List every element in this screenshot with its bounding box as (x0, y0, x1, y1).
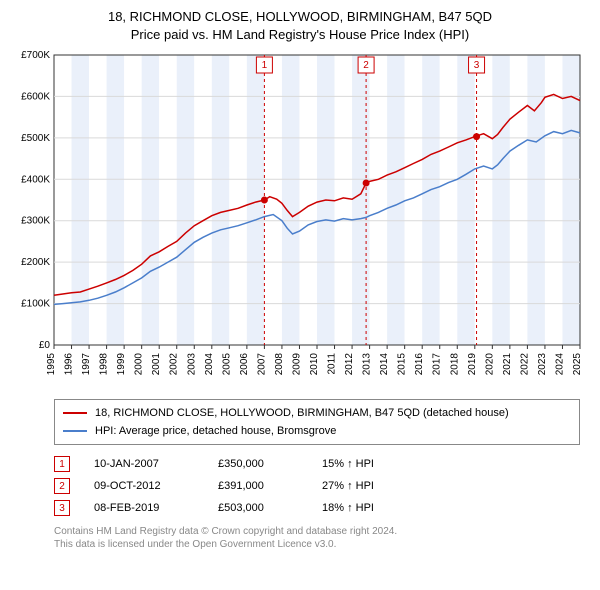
svg-text:2005: 2005 (221, 353, 232, 376)
event-date: 09-OCT-2012 (94, 480, 194, 492)
svg-text:£500K: £500K (21, 133, 50, 144)
chart-container: 18, RICHMOND CLOSE, HOLLYWOOD, BIRMINGHA… (0, 0, 600, 557)
svg-text:2018: 2018 (449, 353, 460, 376)
svg-text:2008: 2008 (274, 353, 285, 376)
event-delta: 18% ↑ HPI (322, 502, 422, 514)
svg-text:2000: 2000 (134, 353, 145, 376)
footer-line-2: This data is licensed under the Open Gov… (54, 538, 580, 551)
svg-text:1998: 1998 (99, 353, 110, 376)
svg-text:2013: 2013 (362, 353, 373, 376)
svg-text:2017: 2017 (432, 353, 443, 376)
legend-row: 18, RICHMOND CLOSE, HOLLYWOOD, BIRMINGHA… (63, 404, 571, 422)
svg-text:2014: 2014 (379, 353, 390, 376)
event-marker: 1 (54, 456, 70, 472)
legend-label: 18, RICHMOND CLOSE, HOLLYWOOD, BIRMINGHA… (95, 407, 509, 419)
svg-text:2016: 2016 (414, 353, 425, 376)
svg-text:2022: 2022 (519, 353, 530, 376)
event-date: 10-JAN-2007 (94, 458, 194, 470)
footer: Contains HM Land Registry data © Crown c… (54, 525, 580, 551)
svg-text:2024: 2024 (554, 353, 565, 376)
svg-text:£100K: £100K (21, 299, 50, 310)
svg-text:1: 1 (262, 60, 268, 71)
svg-text:2010: 2010 (309, 353, 320, 376)
title-line-1: 18, RICHMOND CLOSE, HOLLYWOOD, BIRMINGHA… (10, 8, 590, 26)
event-price: £350,000 (218, 458, 298, 470)
svg-text:2003: 2003 (186, 353, 197, 376)
svg-text:2011: 2011 (327, 353, 338, 375)
svg-text:£200K: £200K (21, 257, 50, 268)
svg-text:2015: 2015 (397, 353, 408, 376)
svg-text:£0: £0 (39, 340, 51, 351)
title-line-2: Price paid vs. HM Land Registry's House … (10, 26, 590, 44)
event-delta: 15% ↑ HPI (322, 458, 422, 470)
legend-label: HPI: Average price, detached house, Brom… (95, 425, 336, 437)
svg-text:2002: 2002 (169, 353, 180, 376)
svg-text:1997: 1997 (81, 353, 92, 376)
svg-text:1996: 1996 (64, 353, 75, 376)
svg-text:3: 3 (474, 60, 480, 71)
events-table: 1 10-JAN-2007 £350,000 15% ↑ HPI 2 09-OC… (54, 453, 580, 519)
svg-text:£300K: £300K (21, 216, 50, 227)
svg-text:1995: 1995 (46, 353, 57, 376)
svg-text:£600K: £600K (21, 92, 50, 103)
legend-row: HPI: Average price, detached house, Brom… (63, 422, 571, 440)
line-chart: £0 £100K £200K £300K £400K £500K £600K £700K 199… (10, 49, 590, 393)
svg-text:2004: 2004 (204, 353, 215, 376)
svg-text:2: 2 (363, 60, 369, 71)
svg-text:2019: 2019 (467, 353, 478, 376)
legend: 18, RICHMOND CLOSE, HOLLYWOOD, BIRMINGHA… (54, 399, 580, 445)
chart-svg: £0 £100K £200K £300K £400K £500K £600K £700K 199… (10, 49, 590, 393)
svg-text:2012: 2012 (344, 353, 355, 376)
svg-text:2020: 2020 (484, 353, 495, 376)
event-price: £391,000 (218, 480, 298, 492)
title-block: 18, RICHMOND CLOSE, HOLLYWOOD, BIRMINGHA… (10, 8, 590, 43)
svg-text:1999: 1999 (116, 353, 127, 376)
event-row: 2 09-OCT-2012 £391,000 27% ↑ HPI (54, 475, 580, 497)
event-marker: 2 (54, 478, 70, 494)
event-marker: 3 (54, 500, 70, 516)
event-row: 3 08-FEB-2019 £503,000 18% ↑ HPI (54, 497, 580, 519)
legend-swatch (63, 430, 87, 432)
event-date: 08-FEB-2019 (94, 502, 194, 514)
svg-text:2001: 2001 (151, 353, 162, 376)
event-price: £503,000 (218, 502, 298, 514)
svg-text:2006: 2006 (239, 353, 250, 376)
event-delta: 27% ↑ HPI (322, 480, 422, 492)
svg-text:2023: 2023 (537, 353, 548, 376)
svg-text:2009: 2009 (291, 353, 302, 376)
svg-text:£400K: £400K (21, 174, 50, 185)
svg-text:£700K: £700K (21, 50, 50, 61)
svg-text:2007: 2007 (256, 353, 267, 376)
event-row: 1 10-JAN-2007 £350,000 15% ↑ HPI (54, 453, 580, 475)
legend-swatch (63, 412, 87, 414)
svg-text:2021: 2021 (502, 353, 513, 376)
footer-line-1: Contains HM Land Registry data © Crown c… (54, 525, 580, 538)
svg-text:2025: 2025 (572, 353, 583, 376)
